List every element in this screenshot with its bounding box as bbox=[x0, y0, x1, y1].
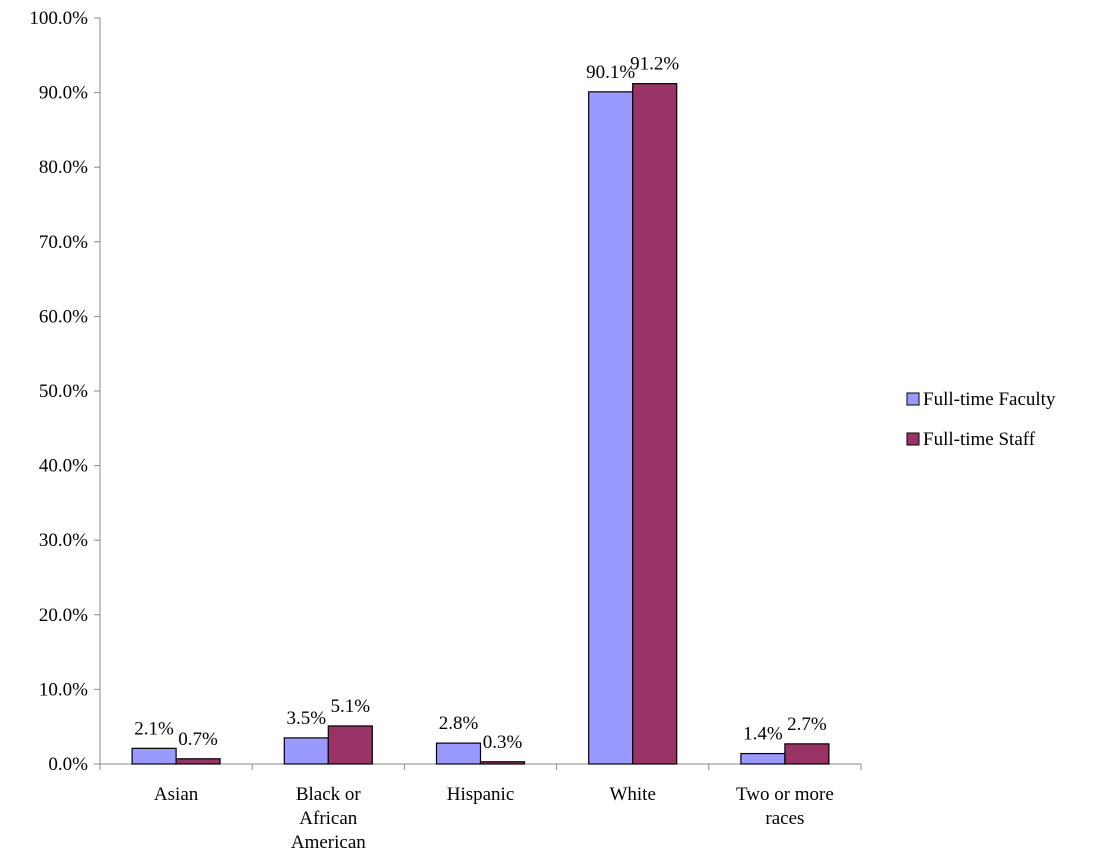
bar bbox=[283, 737, 329, 765]
x-category-label-line: White bbox=[609, 784, 655, 805]
legend-swatch bbox=[906, 432, 920, 446]
y-tick-label: 30.0% bbox=[39, 530, 88, 551]
y-tick-label: 80.0% bbox=[39, 157, 88, 178]
x-category-label-line: Two or more bbox=[736, 784, 834, 805]
y-tick-label: 50.0% bbox=[39, 381, 88, 402]
bar bbox=[435, 742, 482, 765]
bars bbox=[131, 83, 830, 765]
data-label: 0.7% bbox=[178, 729, 218, 750]
y-tick-label: 20.0% bbox=[39, 605, 88, 626]
y-tick-label: 70.0% bbox=[39, 232, 88, 253]
x-category-label: Two or more races bbox=[736, 784, 834, 829]
data-labels: 2.1% 3.5% 2.8% 90.1% 1.4% 0.7% 5.1% 0.3% 91.2% 2.… bbox=[134, 54, 827, 753]
x-category-label-line: American bbox=[291, 832, 366, 853]
legend-label: Full-time Staff bbox=[923, 429, 1036, 450]
y-tick-label: 60.0% bbox=[39, 306, 88, 327]
x-category-label: Asian bbox=[154, 784, 199, 805]
data-label: 2.8% bbox=[439, 713, 479, 734]
x-category-label: White bbox=[609, 784, 655, 805]
bar bbox=[632, 83, 678, 765]
x-category-label-line: Asian bbox=[154, 784, 199, 805]
data-label: 2.7% bbox=[787, 714, 827, 735]
data-label: 90.1% bbox=[586, 62, 635, 83]
data-label: 2.1% bbox=[134, 718, 174, 739]
data-label: 5.1% bbox=[331, 696, 371, 717]
bar bbox=[588, 91, 634, 765]
bar bbox=[740, 752, 786, 765]
y-tick-label: 10.0% bbox=[39, 679, 88, 700]
x-category-label: Hispanic bbox=[447, 784, 515, 805]
bar bbox=[131, 747, 177, 765]
bar bbox=[175, 758, 221, 765]
data-label: 0.3% bbox=[483, 732, 523, 753]
axes: 0.0% 10.0% 20.0% 30.0% 40.0% 50.0% 60.0% 70.0% 8… bbox=[29, 8, 862, 853]
legend-swatch bbox=[906, 392, 920, 406]
bar bbox=[784, 743, 830, 765]
y-tick-label: 100.0% bbox=[29, 8, 88, 29]
data-label: 91.2% bbox=[630, 54, 679, 75]
legend-label: Full-time Faculty bbox=[923, 389, 1056, 410]
x-category-label-line: races bbox=[765, 808, 804, 829]
bar bbox=[479, 761, 526, 765]
data-label: 3.5% bbox=[287, 708, 327, 729]
data-label: 1.4% bbox=[743, 724, 783, 745]
y-tick-label: 90.0% bbox=[39, 83, 88, 104]
legend: Full-time Faculty Full-time Staff bbox=[906, 389, 1056, 450]
bar bbox=[327, 725, 373, 765]
x-category-label-line: Hispanic bbox=[447, 784, 515, 805]
x-category-label: Black or African American bbox=[291, 784, 366, 853]
x-category-label-line: African bbox=[299, 808, 358, 829]
y-tick-label: 0.0% bbox=[48, 754, 88, 775]
y-tick-label: 40.0% bbox=[39, 456, 88, 477]
x-category-label-line: Black or bbox=[296, 784, 362, 805]
